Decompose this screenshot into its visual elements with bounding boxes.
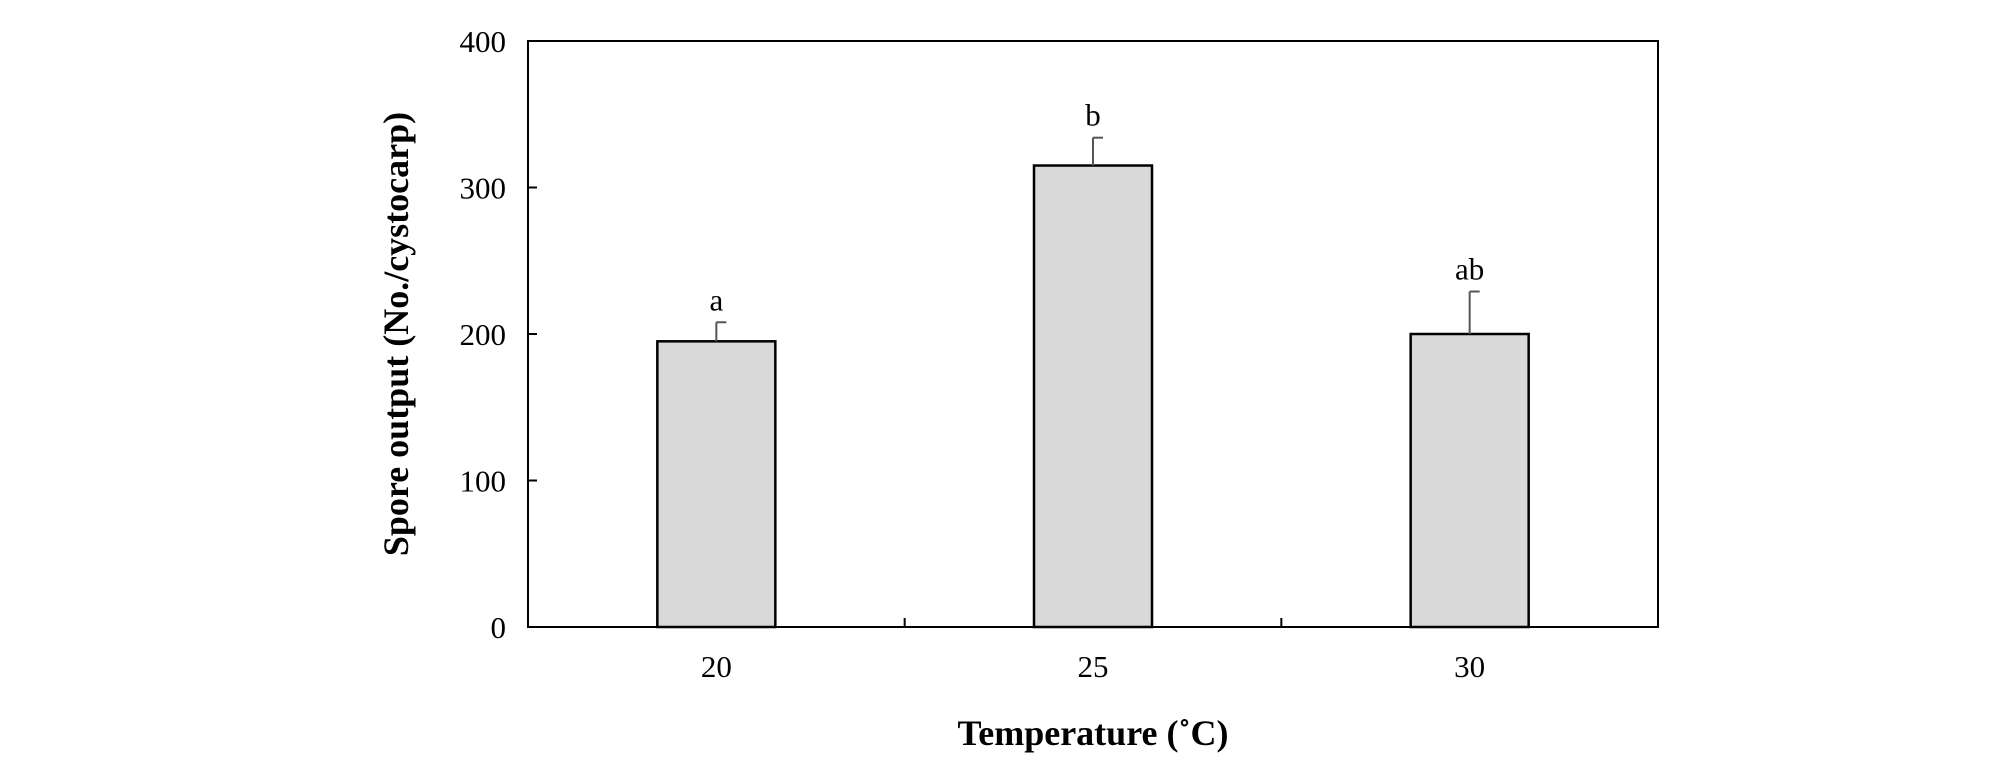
bar-25: [1032, 164, 1154, 629]
bar-20: [656, 340, 777, 629]
x-tick-label-30: 30: [1454, 649, 1485, 684]
y-tick-label: 200: [460, 317, 507, 352]
y-tick-label: 0: [491, 610, 507, 645]
x-axis-title: Temperature (˚C): [958, 713, 1229, 753]
significance-label-30: ab: [1455, 252, 1484, 287]
y-tick-label: 100: [460, 464, 507, 499]
bar-30: [1409, 332, 1530, 629]
significance-label-20: a: [709, 282, 723, 317]
x-tick-label-20: 20: [701, 649, 732, 684]
y-axis-title: Spore output (No./cystocarp): [376, 112, 416, 556]
significance-label-25: b: [1085, 98, 1101, 133]
x-tick-label-25: 25: [1078, 649, 1109, 684]
y-tick-label: 300: [460, 171, 507, 206]
y-tick-label: 400: [460, 24, 507, 59]
